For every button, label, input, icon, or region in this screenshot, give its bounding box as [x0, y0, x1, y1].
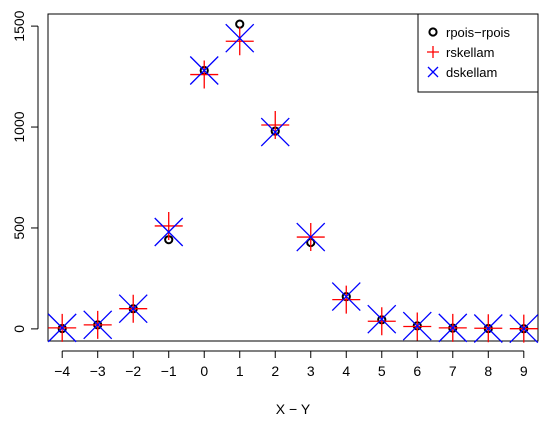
- x-tick-label: −4: [54, 363, 70, 379]
- legend-items: rpois−rpois rskellam dskellam: [427, 25, 510, 80]
- y-axis: 0 500 1000 1500: [11, 10, 39, 333]
- y-tick-label: 1500: [11, 10, 27, 41]
- x-axis-title: X − Y: [276, 401, 311, 417]
- y-tick-label: 500: [11, 216, 27, 240]
- x-tick-label: −2: [125, 363, 141, 379]
- x-tick-label: −3: [90, 363, 106, 379]
- legend-circle-key: [428, 27, 438, 37]
- plot-frame: [47, 13, 539, 342]
- y-tick-label: 1000: [11, 111, 27, 142]
- x-point: [225, 23, 255, 53]
- x-point: [47, 313, 77, 343]
- legend-box: [417, 13, 539, 93]
- x-point: [83, 310, 113, 340]
- data-points: [47, 19, 539, 344]
- legend-label: rskellam: [446, 45, 494, 60]
- x-tick-label: 4: [342, 363, 350, 379]
- x-tick-label: 9: [520, 363, 528, 379]
- legend-label: rpois−rpois: [446, 25, 510, 40]
- x-point: [189, 56, 219, 85]
- plus-point: [332, 285, 361, 314]
- x-tick-label: −1: [161, 363, 177, 379]
- x-tick-label: 6: [413, 363, 421, 379]
- x-tick-label: 7: [449, 363, 457, 379]
- x-point: [509, 314, 539, 344]
- x-point: [438, 313, 468, 343]
- plus-point: [367, 307, 396, 336]
- x-axis: −4 −3 −2 −1 0 1 2 3 4 5 6 7 8 9: [54, 350, 528, 379]
- x-point: [473, 314, 503, 343]
- plus-point: [154, 211, 183, 240]
- legend-label: dskellam: [446, 65, 497, 80]
- circle-point: [235, 19, 245, 29]
- x-tick-label: 8: [484, 363, 492, 379]
- x-point: [402, 311, 432, 341]
- x-point: [260, 117, 290, 147]
- plus-point: [225, 27, 254, 56]
- legend-x-key: [427, 66, 439, 78]
- x-tick-label: 0: [200, 363, 208, 379]
- legend: rpois−rpois rskellam dskellam: [417, 13, 539, 93]
- series-x: [47, 23, 539, 344]
- legend-plus-key: [427, 46, 439, 58]
- x-point: [296, 222, 326, 252]
- plus-point: [261, 111, 290, 140]
- plus-point: [190, 60, 219, 89]
- series-plus: [48, 27, 538, 343]
- x-tick-label: 1: [236, 363, 244, 379]
- x-tick-label: 5: [378, 363, 386, 379]
- x-point: [367, 304, 397, 334]
- x-point: [154, 217, 184, 247]
- y-tick-label: 0: [11, 325, 27, 333]
- x-point: [331, 282, 361, 312]
- x-tick-label: 3: [307, 363, 315, 379]
- x-tick-label: 2: [271, 363, 279, 379]
- x-point: [118, 294, 148, 324]
